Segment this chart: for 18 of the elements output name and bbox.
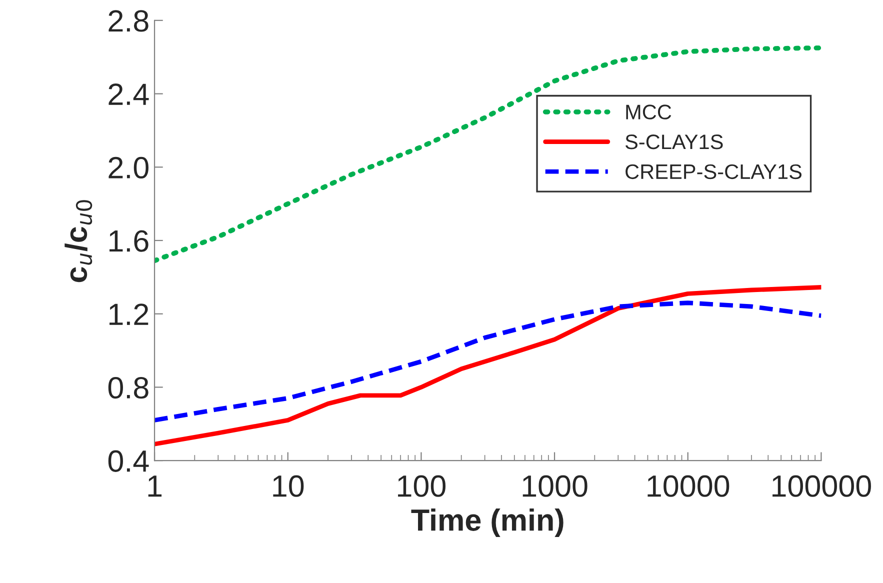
y-axis-title: c$_{u}$/c$_{u0}$ — [64, 200, 92, 282]
x-tick-label: 100 — [398, 475, 446, 497]
x-tick-label: 1 — [148, 476, 162, 497]
y-tick-label: 2.4 — [108, 84, 149, 105]
y-tick-label: 1.6 — [110, 230, 148, 252]
legend-label: S-CLAY1S — [625, 134, 723, 150]
y-tick-label: 2.0 — [108, 156, 148, 178]
legend-label: MCC — [626, 104, 672, 120]
x-axis-title: Time (min) — [411, 508, 564, 537]
x-tick-label: 10 — [273, 475, 304, 497]
y-tick-label: 0.4 — [108, 450, 149, 472]
x-tick-label: 1000 — [522, 475, 588, 497]
x-tick-label: 100000 — [772, 475, 871, 497]
x-tick-label: 10000 — [648, 475, 730, 497]
y-tick-label: 2.8 — [108, 10, 148, 32]
y-tick-label: 1.2 — [110, 304, 148, 325]
legend-label: CREEP-S-CLAY1S — [626, 164, 802, 180]
y-tick-label: 0.8 — [108, 376, 148, 399]
